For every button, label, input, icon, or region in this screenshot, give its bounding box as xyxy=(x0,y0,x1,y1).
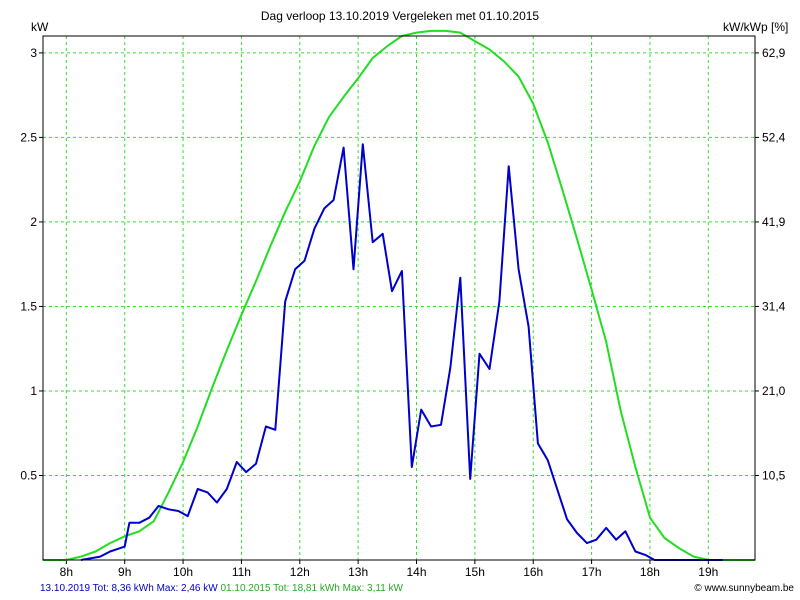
x-tick-label-8: 16h xyxy=(523,565,543,579)
y-tick-label-2: 1.5 xyxy=(20,299,37,313)
x-tick-label-1: 9h xyxy=(118,565,131,579)
x-tick-label-4: 12h xyxy=(290,565,310,579)
sunnybeam-credit[interactable]: © www.sunnybeam.be xyxy=(694,583,794,594)
y-right-tick-label-2: 31,4 xyxy=(762,299,786,313)
x-tick-label-2: 10h xyxy=(173,565,193,579)
y-tick-label-5: 3 xyxy=(30,46,37,60)
x-tick-label-9: 17h xyxy=(582,565,602,579)
right-axis-unit: kW/kWp [%] xyxy=(723,20,789,34)
x-tick-label-11: 19h xyxy=(698,565,718,579)
series1-summary: 13.10.2019 Tot: 8,36 kWh Max: 2,46 kW xyxy=(40,583,218,594)
series2-summary: 01.10.2015 Tot: 18,81 kWh Max: 3,11 kW xyxy=(220,583,403,594)
left-axis-unit: kW xyxy=(31,20,49,34)
y-right-tick-label-4: 52,4 xyxy=(762,130,786,144)
plot-area xyxy=(43,36,755,560)
chart-footer: 13.10.2019 Tot: 8,36 kWh Max: 2,46 kW 01… xyxy=(40,583,403,594)
x-tick-label-0: 8h xyxy=(60,565,73,579)
y-right-tick-label-1: 21,0 xyxy=(762,384,786,398)
x-tick-label-10: 18h xyxy=(640,565,660,579)
x-tick-label-7: 15h xyxy=(465,565,485,579)
y-tick-label-1: 1 xyxy=(30,384,37,398)
y-tick-label-0: 0.5 xyxy=(20,468,37,482)
plot-frame xyxy=(42,35,756,561)
x-tick-label-6: 14h xyxy=(406,565,426,579)
y-tick-label-3: 2 xyxy=(30,215,37,229)
y-right-tick-label-3: 41,9 xyxy=(762,215,786,229)
y-right-tick-label-0: 10,5 xyxy=(762,468,786,482)
series-line-0 xyxy=(80,143,723,561)
chart-title: Dag verloop 13.10.2019 Vergeleken met 01… xyxy=(260,9,540,23)
x-tick-label-5: 13h xyxy=(348,565,368,579)
y-tick-label-4: 2.5 xyxy=(20,130,37,144)
y-right-tick-label-5: 62,9 xyxy=(762,46,786,60)
x-tick-label-3: 11h xyxy=(232,565,251,579)
